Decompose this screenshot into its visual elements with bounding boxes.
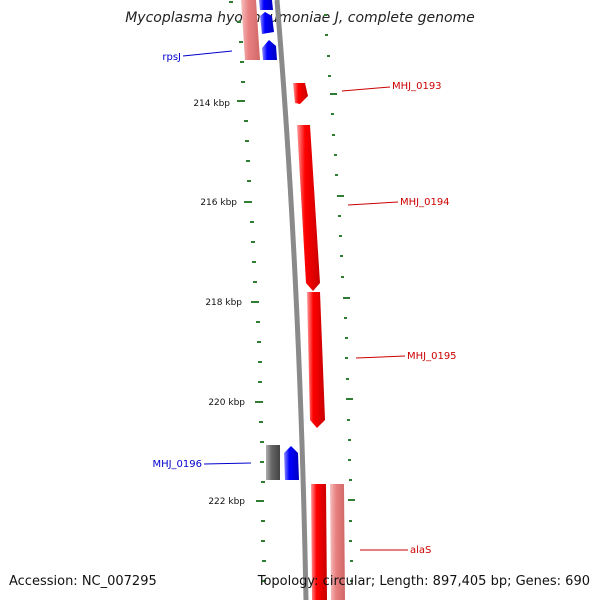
gene-label-MHJ_0195[interactable]: MHJ_0195 (407, 351, 457, 362)
map-title: Mycoplasma hyopneumoniae J, complete gen… (125, 10, 475, 26)
gene-label-rpsJ[interactable]: rpsJ (162, 52, 181, 63)
scale-label-214: 214 kbp (193, 99, 230, 109)
feature-cds-alaS[interactable] (311, 484, 327, 600)
feature-rpsJ-region[interactable] (241, 0, 277, 60)
scale-label-222: 222 kbp (208, 497, 245, 507)
scale-ticks-inner (229, 1, 266, 582)
gene-label-alaS[interactable]: alaS (410, 545, 431, 556)
feature-cds-MHJ_0195[interactable] (307, 292, 325, 428)
gene-labels: rpsJ MHJ_0193 MHJ_0194 MHJ_0195 MHJ_0196… (152, 50, 457, 556)
feature-rna-alaS[interactable] (330, 484, 345, 600)
gene-label-MHJ_0196[interactable]: MHJ_0196 (152, 459, 202, 470)
feature-rna-top[interactable] (241, 0, 260, 60)
scale-ticks-outer (324, 14, 355, 582)
leader-rpsJ (182, 50, 233, 57)
gene-label-MHJ_0193[interactable]: MHJ_0193 (392, 81, 442, 92)
leader-MHJ_0195 (355, 355, 406, 359)
accession-text: Accession: NC_007295 (9, 574, 157, 589)
feature-cds-blue-arrow[interactable] (262, 40, 277, 60)
feature-cds-MHJ_0193[interactable] (293, 83, 308, 104)
scale-labels: 214 kbp 216 kbp 218 kbp 220 kbp 222 kbp (193, 99, 245, 507)
backbone-arc (274, 0, 309, 600)
feature-MHJ_0196-region[interactable] (266, 445, 299, 480)
leader-MHJ_0193 (341, 86, 391, 92)
leader-MHJ_0194 (347, 201, 399, 206)
genome-summary-text: Topology: circular; Length: 897,405 bp; … (257, 574, 590, 589)
feature-alaS-region[interactable] (311, 484, 345, 600)
feature-cds-blue-small[interactable] (260, 12, 274, 34)
feature-cds-rpsJ[interactable] (259, 0, 273, 10)
gene-label-MHJ_0194[interactable]: MHJ_0194 (400, 197, 450, 208)
scale-label-220: 220 kbp (208, 398, 245, 408)
feature-cds-MHJ_0194[interactable] (297, 125, 320, 291)
leader-MHJ_0196 (203, 462, 252, 465)
feature-cds-MHJ_0196[interactable] (284, 446, 299, 480)
scale-label-216: 216 kbp (200, 198, 237, 208)
scale-label-218: 218 kbp (205, 298, 242, 308)
feature-rna-gray[interactable] (266, 445, 280, 480)
feature-forward-cds[interactable] (293, 83, 325, 428)
